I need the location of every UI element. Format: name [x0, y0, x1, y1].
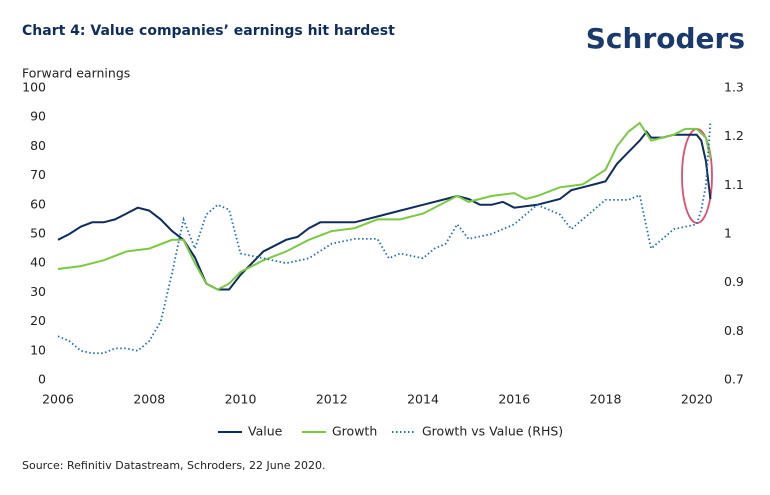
y-tick-label: 90: [30, 109, 46, 124]
y2-tick-label: 1: [724, 226, 732, 241]
x-tick-label: 2014: [407, 392, 439, 407]
y-tick-label: 80: [30, 138, 46, 153]
y2-tick-label: 0.7: [724, 372, 744, 387]
x-tick-label: 2006: [42, 392, 74, 407]
y2-tick-label: 1.2: [724, 128, 744, 143]
legend-label: Value: [248, 424, 283, 439]
legend-label: Growth: [332, 424, 377, 439]
y-tick-label: 50: [30, 226, 46, 241]
source-note: Source: Refinitiv Datastream, Schroders,…: [22, 459, 325, 472]
x-tick-label: 2018: [590, 392, 622, 407]
y-tick-label: 20: [30, 313, 46, 328]
y2-tick-label: 1.3: [724, 80, 744, 95]
x-tick-label: 2008: [133, 392, 165, 407]
x-tick-label: 2016: [498, 392, 530, 407]
x-tick-label: 2012: [316, 392, 348, 407]
y-axis-label: Forward earnings: [22, 66, 130, 81]
x-tick-label: 2010: [225, 392, 257, 407]
y-tick-label: 60: [30, 196, 46, 211]
y-tick-label: 30: [30, 284, 46, 299]
y-tick-label: 10: [30, 342, 46, 357]
y-tick-label: 40: [30, 255, 46, 270]
chart-title: Chart 4: Value companies’ earnings hit h…: [22, 23, 395, 39]
y-tick-label: 0: [38, 372, 46, 387]
legend-label: Growth vs Value (RHS): [422, 424, 563, 439]
y2-tick-label: 0.8: [724, 323, 744, 338]
y2-tick-label: 1.1: [724, 177, 744, 192]
x-tick-label: 2020: [681, 392, 713, 407]
y-tick-label: 70: [30, 167, 46, 182]
series-line: [57, 121, 712, 291]
brand-logo: Schroders: [586, 22, 745, 55]
y-tick-label: 100: [22, 80, 46, 95]
series-line: [57, 130, 712, 291]
y2-tick-label: 0.9: [724, 274, 744, 289]
